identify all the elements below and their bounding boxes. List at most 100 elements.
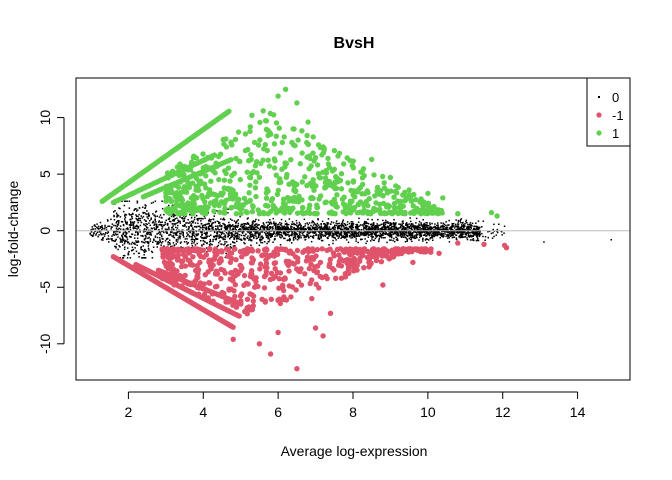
point bbox=[396, 232, 399, 235]
point bbox=[158, 216, 161, 218]
point bbox=[172, 214, 174, 216]
point bbox=[122, 257, 125, 259]
point bbox=[225, 299, 232, 305]
point bbox=[361, 207, 367, 213]
point bbox=[345, 234, 347, 236]
point bbox=[482, 235, 484, 238]
point bbox=[140, 248, 142, 251]
point bbox=[247, 230, 249, 233]
point bbox=[389, 222, 391, 224]
point bbox=[206, 223, 209, 225]
point bbox=[183, 225, 185, 227]
point bbox=[423, 222, 425, 225]
point bbox=[157, 240, 159, 243]
point bbox=[410, 238, 412, 240]
point bbox=[405, 224, 407, 226]
point bbox=[365, 242, 367, 245]
point bbox=[221, 237, 224, 239]
point bbox=[145, 220, 147, 222]
point bbox=[418, 223, 420, 225]
point bbox=[316, 226, 318, 228]
point bbox=[113, 234, 115, 236]
point bbox=[420, 234, 422, 237]
point bbox=[163, 245, 165, 247]
point bbox=[255, 230, 257, 233]
point bbox=[206, 235, 209, 237]
point bbox=[398, 223, 400, 225]
point bbox=[351, 226, 353, 228]
point bbox=[265, 221, 268, 224]
point bbox=[379, 253, 385, 259]
point bbox=[406, 239, 409, 241]
point bbox=[438, 233, 440, 235]
point bbox=[365, 222, 368, 224]
point bbox=[403, 232, 405, 235]
point bbox=[219, 235, 222, 237]
point bbox=[310, 256, 317, 262]
point bbox=[168, 228, 170, 230]
point bbox=[252, 226, 255, 228]
point bbox=[259, 227, 262, 229]
point bbox=[240, 234, 243, 237]
point bbox=[428, 227, 431, 230]
point bbox=[100, 233, 102, 236]
point bbox=[265, 157, 271, 163]
point bbox=[260, 231, 262, 233]
point bbox=[207, 227, 210, 229]
point bbox=[303, 226, 305, 228]
point bbox=[326, 236, 329, 239]
point bbox=[194, 244, 197, 246]
point bbox=[350, 237, 352, 239]
point bbox=[332, 227, 335, 230]
point bbox=[397, 235, 399, 237]
point bbox=[138, 219, 140, 222]
point bbox=[428, 225, 430, 227]
point bbox=[376, 231, 378, 233]
point bbox=[175, 222, 177, 225]
point bbox=[424, 228, 427, 230]
point bbox=[443, 225, 445, 228]
point bbox=[444, 227, 446, 230]
point bbox=[199, 210, 206, 216]
point bbox=[212, 240, 214, 243]
point bbox=[265, 227, 268, 229]
point bbox=[239, 228, 241, 231]
point bbox=[183, 236, 185, 238]
point bbox=[280, 282, 286, 288]
point bbox=[135, 208, 137, 210]
point bbox=[203, 163, 209, 170]
point bbox=[117, 228, 119, 231]
point bbox=[296, 228, 299, 230]
point bbox=[166, 222, 169, 225]
point bbox=[311, 220, 314, 222]
point bbox=[338, 226, 340, 228]
point bbox=[129, 214, 131, 216]
point bbox=[234, 228, 237, 230]
point bbox=[434, 225, 436, 228]
point bbox=[284, 227, 287, 229]
point bbox=[278, 227, 281, 230]
point bbox=[414, 228, 416, 230]
point bbox=[418, 232, 420, 234]
point bbox=[111, 235, 113, 237]
point bbox=[272, 233, 274, 235]
point bbox=[420, 232, 423, 234]
point bbox=[136, 209, 139, 211]
point bbox=[225, 225, 227, 228]
point bbox=[126, 238, 129, 240]
point bbox=[342, 230, 345, 232]
point bbox=[362, 232, 365, 234]
point bbox=[347, 231, 349, 233]
point bbox=[239, 291, 245, 297]
point bbox=[255, 142, 262, 148]
point bbox=[249, 237, 251, 239]
point bbox=[96, 226, 98, 228]
point bbox=[410, 203, 416, 209]
point bbox=[215, 228, 217, 230]
point bbox=[119, 216, 122, 218]
point bbox=[135, 230, 137, 233]
point bbox=[371, 227, 373, 230]
point bbox=[261, 235, 263, 237]
point bbox=[372, 230, 374, 233]
point bbox=[437, 228, 440, 231]
